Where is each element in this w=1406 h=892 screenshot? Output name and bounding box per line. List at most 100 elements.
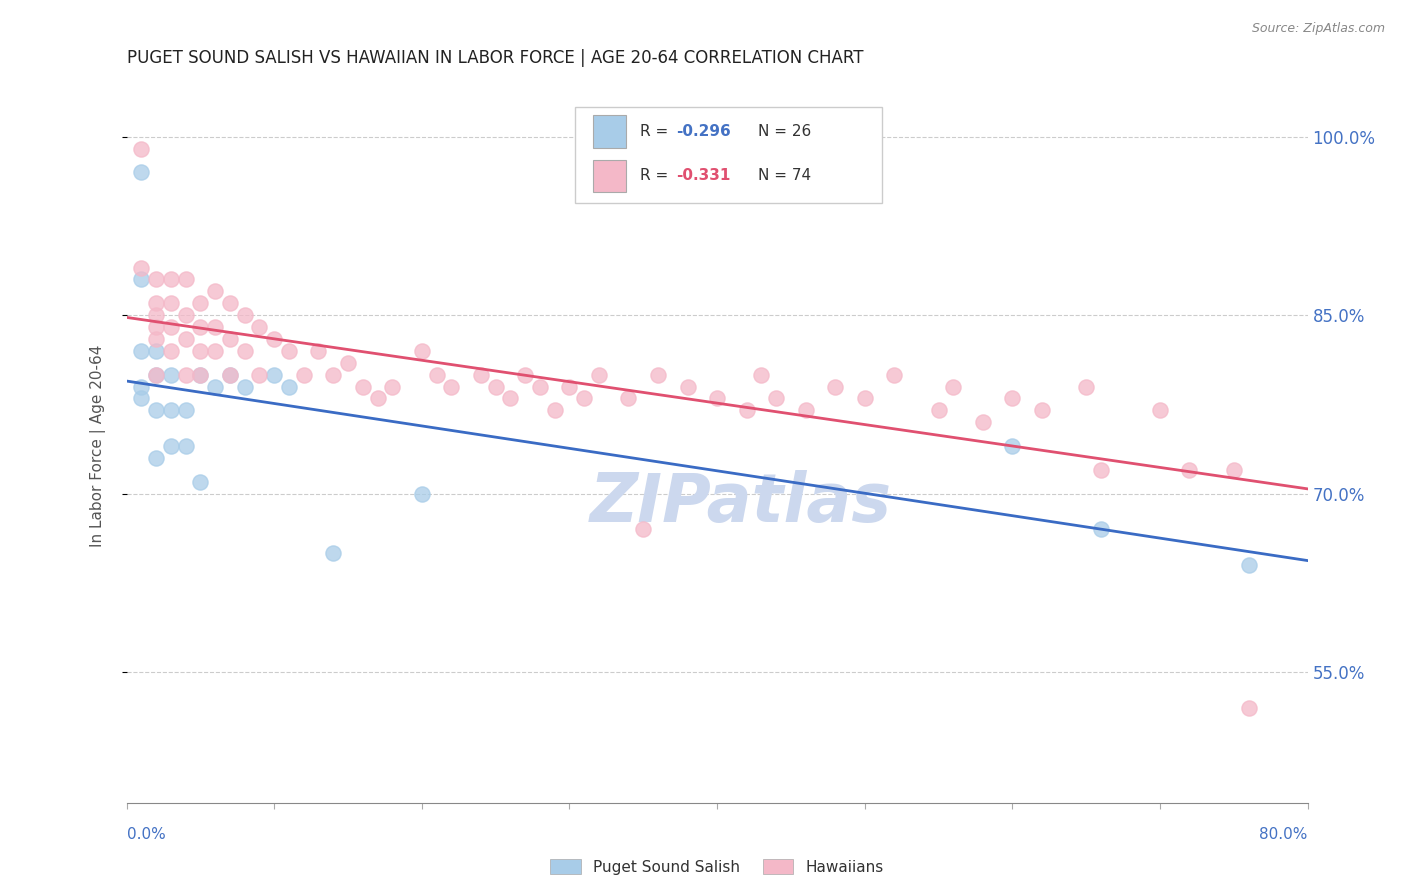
Point	[352, 379, 374, 393]
Point	[765, 392, 787, 406]
Point	[145, 343, 167, 358]
Text: R =: R =	[640, 169, 673, 183]
Point	[145, 320, 167, 334]
Text: 80.0%: 80.0%	[1260, 827, 1308, 841]
Point	[1222, 463, 1246, 477]
FancyBboxPatch shape	[575, 107, 883, 203]
Point	[574, 392, 596, 406]
Point	[159, 296, 183, 310]
Point	[129, 260, 153, 275]
Point	[204, 343, 226, 358]
Point	[159, 272, 183, 286]
Text: N = 26: N = 26	[758, 124, 811, 139]
Point	[159, 368, 183, 382]
Point	[558, 379, 581, 393]
Point	[129, 142, 153, 156]
Point	[631, 522, 654, 536]
Point	[145, 403, 167, 417]
Point	[188, 320, 211, 334]
Point	[219, 368, 242, 382]
Point	[219, 368, 242, 382]
Point	[188, 475, 211, 489]
Point	[233, 308, 256, 322]
Point	[278, 379, 301, 393]
Point	[129, 272, 153, 286]
Point	[204, 379, 226, 393]
Point	[204, 285, 226, 299]
Point	[129, 392, 153, 406]
Point	[247, 368, 270, 382]
Text: Source: ZipAtlas.com: Source: ZipAtlas.com	[1251, 22, 1385, 36]
Point	[292, 368, 315, 382]
Point	[751, 368, 773, 382]
Point	[1090, 463, 1112, 477]
Bar	[593, 115, 626, 147]
Point	[174, 368, 197, 382]
Point	[676, 379, 699, 393]
Point	[188, 343, 211, 358]
Point	[307, 343, 329, 358]
Point	[188, 368, 211, 382]
Point	[883, 368, 905, 382]
Point	[928, 403, 950, 417]
Point	[515, 368, 537, 382]
Point	[381, 379, 404, 393]
Point	[824, 379, 846, 393]
Point	[1178, 463, 1201, 477]
Point	[411, 486, 433, 500]
Point	[174, 308, 197, 322]
Point	[1001, 392, 1024, 406]
Point	[706, 392, 728, 406]
Point	[145, 368, 167, 382]
Text: R =: R =	[640, 124, 673, 139]
Point	[411, 343, 433, 358]
Point	[322, 546, 344, 560]
Point	[617, 392, 640, 406]
Point	[145, 272, 167, 286]
Point	[440, 379, 463, 393]
Point	[1001, 439, 1024, 453]
Point	[366, 392, 388, 406]
Point	[188, 368, 211, 382]
Bar	[593, 160, 626, 192]
Point	[219, 296, 242, 310]
Point	[942, 379, 965, 393]
Point	[129, 379, 153, 393]
Point	[853, 392, 876, 406]
Point	[1237, 558, 1260, 572]
Point	[159, 403, 183, 417]
Point	[233, 343, 256, 358]
Text: PUGET SOUND SALISH VS HAWAIIAN IN LABOR FORCE | AGE 20-64 CORRELATION CHART: PUGET SOUND SALISH VS HAWAIIAN IN LABOR …	[127, 49, 863, 67]
Point	[219, 332, 242, 346]
Text: 0.0%: 0.0%	[127, 827, 166, 841]
Point	[174, 272, 197, 286]
Point	[145, 368, 167, 382]
Point	[543, 403, 565, 417]
Text: N = 74: N = 74	[758, 169, 811, 183]
Text: ZIPatlas: ZIPatlas	[589, 470, 891, 536]
Point	[425, 368, 447, 382]
Point	[337, 356, 360, 370]
Text: -0.296: -0.296	[676, 124, 731, 139]
Text: -0.331: -0.331	[676, 169, 730, 183]
Point	[159, 343, 183, 358]
Point	[529, 379, 551, 393]
Point	[263, 368, 285, 382]
Point	[174, 332, 197, 346]
Point	[159, 320, 183, 334]
Point	[1237, 700, 1260, 714]
Point	[735, 403, 758, 417]
Point	[145, 296, 167, 310]
Point	[247, 320, 270, 334]
Point	[174, 439, 197, 453]
Point	[794, 403, 817, 417]
Point	[647, 368, 669, 382]
Point	[1090, 522, 1112, 536]
Point	[159, 439, 183, 453]
Point	[1031, 403, 1053, 417]
Point	[145, 450, 167, 465]
Point	[188, 296, 211, 310]
Point	[278, 343, 301, 358]
Point	[233, 379, 256, 393]
Point	[470, 368, 492, 382]
